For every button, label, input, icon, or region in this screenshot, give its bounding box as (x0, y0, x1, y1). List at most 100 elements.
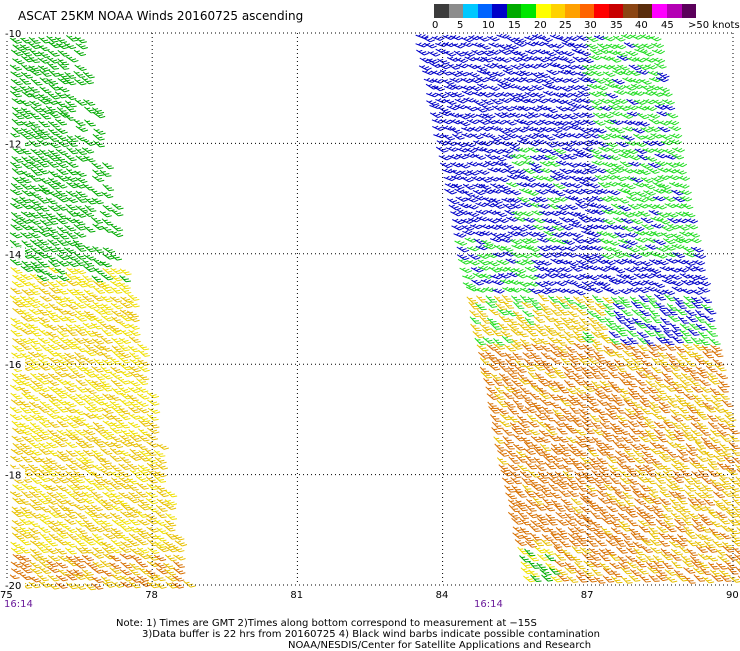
wind-barb-shape (608, 104, 622, 111)
wind-barb (570, 140, 584, 146)
wind-barb-shape (172, 534, 185, 541)
wind-barb-shape (74, 357, 87, 366)
wind-barb-shape (572, 197, 585, 204)
wind-barb-shape (101, 569, 114, 577)
wind-barb (21, 240, 34, 248)
wind-barb-shape (450, 35, 464, 41)
wind-barb-shape (674, 345, 687, 353)
wind-barb (476, 162, 490, 168)
wind-barb (29, 503, 42, 511)
wind-barb-shape (571, 189, 586, 195)
wind-barb-shape (81, 546, 94, 554)
wind-barb (573, 152, 587, 158)
wind-barb-shape (56, 455, 69, 462)
wind-barb-shape (476, 162, 490, 168)
wind-barb-shape (154, 562, 167, 569)
wind-barb-shape (582, 379, 595, 388)
wind-barb (120, 296, 133, 303)
wind-barb-shape (28, 282, 41, 290)
wind-barb-shape (656, 72, 670, 79)
wind-barb-shape (665, 252, 679, 258)
wind-barb-shape (552, 141, 566, 147)
wind-barb (581, 152, 595, 159)
wind-barb-shape (631, 352, 644, 360)
wind-barb-shape (74, 364, 88, 372)
wind-barb (681, 335, 693, 344)
wind-barb-shape (102, 393, 115, 401)
wind-barb (684, 401, 697, 409)
wind-barb-shape (93, 539, 106, 546)
wind-barb-shape (667, 400, 680, 408)
wind-barb (541, 78, 555, 85)
wind-barb-shape (715, 372, 729, 380)
wind-barb-shape (29, 422, 42, 430)
wind-barb (81, 491, 95, 498)
wind-barb-shape (74, 99, 88, 106)
wind-barb-shape (525, 274, 539, 280)
wind-barb (56, 212, 69, 220)
wind-barb-shape (543, 365, 556, 373)
wind-barb-shape (550, 267, 564, 273)
wind-barb-shape (38, 120, 51, 128)
wind-barb-shape (91, 552, 105, 559)
wind-barb (57, 232, 70, 240)
wind-barb-shape (652, 140, 665, 147)
wind-barb-shape (19, 44, 33, 51)
wind-barb (514, 226, 528, 232)
wind-barb (577, 90, 591, 97)
wind-barb-shape (569, 175, 583, 182)
wind-barb-shape (538, 379, 551, 387)
wind-barb (504, 266, 518, 273)
wind-barb-shape (598, 238, 611, 244)
wind-barb-shape (101, 546, 114, 554)
wind-barb-shape (664, 154, 678, 160)
wind-barb-shape (11, 519, 25, 527)
wind-barb (608, 104, 622, 111)
wind-barb-shape (154, 541, 167, 549)
wind-barb-shape (686, 366, 698, 374)
wind-barb (38, 51, 51, 59)
wind-barb-shape (19, 554, 32, 562)
wind-barb-shape (119, 399, 132, 407)
wind-barb (642, 90, 656, 96)
wind-barb (20, 71, 33, 79)
wind-barb (691, 351, 704, 359)
wind-barb (11, 281, 25, 288)
wind-barb-shape (605, 364, 618, 372)
wind-barb-shape (665, 112, 679, 119)
wind-barb (64, 315, 77, 323)
wind-barb (611, 210, 625, 216)
wind-barb-shape (653, 204, 667, 210)
wind-barb-shape (505, 36, 519, 43)
wind-barb-shape (465, 204, 479, 210)
wind-barb-shape (128, 533, 141, 540)
wind-barb (46, 160, 59, 168)
wind-barb-shape (637, 154, 650, 161)
wind-barb-shape (581, 229, 595, 236)
wind-barb (100, 274, 114, 281)
wind-barb (118, 413, 131, 421)
wind-barb-shape (607, 370, 620, 379)
wind-barb (99, 169, 112, 177)
wind-barb-shape (30, 434, 43, 442)
wind-barb (64, 71, 77, 79)
wind-barb (84, 561, 97, 569)
wind-barb (654, 330, 666, 338)
wind-barb (119, 309, 133, 316)
wind-barb (21, 156, 34, 164)
wind-barb-shape (10, 182, 23, 190)
wind-barb (621, 225, 635, 232)
wind-barb (57, 324, 70, 332)
wind-barb-shape (522, 310, 535, 317)
wind-barb (469, 85, 483, 92)
wind-barb-shape (639, 315, 652, 323)
wind-barb-shape (468, 301, 480, 310)
wind-barb-shape (499, 232, 513, 239)
wind-barb-shape (45, 498, 59, 505)
wind-barb (490, 373, 503, 381)
wind-barb (533, 323, 546, 331)
wind-barb (655, 336, 668, 344)
wind-barb (530, 351, 542, 360)
wind-barb (662, 238, 676, 245)
wind-barb (29, 49, 42, 57)
